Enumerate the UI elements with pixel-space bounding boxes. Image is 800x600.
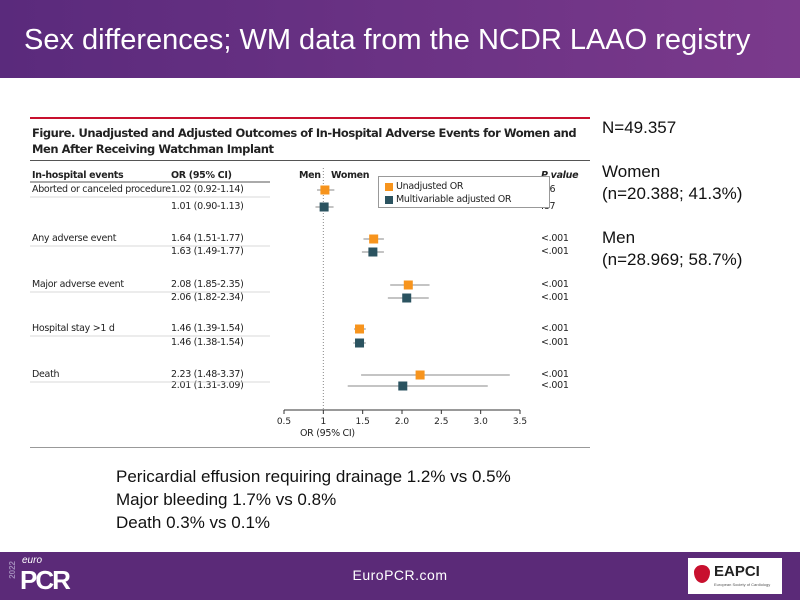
p-value: <.001 [541, 337, 569, 348]
divider [30, 117, 590, 119]
x-tick-label: 1.5 [356, 417, 370, 427]
footer-url[interactable]: EuroPCR.com [352, 567, 448, 583]
col-header-women: Women [331, 170, 370, 181]
event-label: Hospital stay >1 d [32, 323, 115, 334]
legend: Unadjusted OR Multivariable adjusted OR [378, 176, 550, 208]
event-label: Death [32, 369, 60, 380]
notes: Pericardial effusion requiring drainage … [116, 465, 511, 534]
x-tick-label: 2.5 [434, 417, 448, 427]
slide-header: Sex differences; WM data from the NCDR L… [0, 0, 800, 78]
divider [30, 160, 590, 161]
p-value: <.001 [541, 279, 569, 290]
or-text: 2.01 (1.31-3.09) [171, 380, 244, 391]
p-value: <.001 [541, 233, 569, 244]
legend-item-adjusted: Multivariable adjusted OR [385, 194, 512, 205]
col-header-or: OR (95% CI) [171, 170, 232, 181]
p-value: <.001 [541, 380, 569, 391]
x-tick-label: 0.5 [277, 417, 291, 427]
women-n: (n=20.388; 41.3%) [602, 184, 743, 203]
sample-sizes: N=49.357 Women (n=20.388; 41.3%) Men (n=… [602, 117, 742, 271]
p-value: <.001 [541, 246, 569, 257]
note-line: Death 0.3% vs 0.1% [116, 513, 271, 532]
point-adjusted [319, 202, 329, 212]
event-label: Aborted or canceled procedure [32, 184, 171, 195]
men-n: (n=28.969; 58.7%) [602, 250, 743, 269]
point-adjusted [402, 293, 412, 303]
or-text: 2.23 (1.48-3.37) [171, 369, 244, 380]
point-adjusted [398, 381, 408, 391]
men-label: Men [602, 228, 636, 247]
x-tick-label: 2.0 [395, 417, 410, 427]
or-text: 2.08 (1.85-2.35) [171, 279, 244, 290]
note-line: Pericardial effusion requiring drainage … [116, 467, 511, 486]
point-unadjusted [403, 280, 413, 290]
or-text: 1.64 (1.51-1.77) [171, 233, 244, 244]
x-tick-label: 1 [320, 417, 326, 427]
p-value: <.001 [541, 323, 569, 334]
point-unadjusted [415, 370, 425, 380]
or-text: 1.46 (1.38-1.54) [171, 337, 244, 348]
p-value: <.001 [541, 292, 569, 303]
note-line: Major bleeding 1.7% vs 0.8% [116, 490, 337, 509]
point-adjusted [355, 338, 365, 348]
point-unadjusted [369, 234, 379, 244]
footer: 2022 euro PCR EuroPCR.com EAPCI European… [0, 552, 800, 600]
or-text: 1.46 (1.39-1.54) [171, 323, 244, 334]
forest-plot: 0.5 1 1.5 2.0 2.5 3.0 3.5 [30, 168, 527, 427]
x-axis-label: OR (95% CI) [300, 428, 355, 439]
or-text: 1.63 (1.49-1.77) [171, 246, 244, 257]
x-tick-label: 3.5 [513, 417, 527, 427]
x-tick-label: 3.0 [474, 417, 489, 427]
total-n: N=49.357 [602, 118, 677, 137]
slide-title: Sex differences; WM data from the NCDR L… [24, 24, 751, 56]
col-header-men: Men [299, 170, 321, 181]
eapci-logo: EAPCI European Society of Cardiology [688, 558, 782, 594]
p-value: <.001 [541, 369, 569, 380]
col-header-events: In-hospital events [32, 170, 124, 181]
col-header-p: P value [541, 170, 579, 181]
legend-swatch [385, 182, 393, 191]
forest-plot-figure: Figure. Unadjusted and Adjusted Outcomes… [30, 110, 590, 448]
legend-swatch [385, 195, 393, 204]
figure-title: Figure. Unadjusted and Adjusted Outcomes… [32, 126, 577, 156]
or-text: 1.01 (0.90-1.13) [171, 201, 244, 212]
or-text: 2.06 (1.82-2.34) [171, 292, 244, 303]
legend-item-unadjusted: Unadjusted OR [385, 181, 464, 192]
women-label: Women [602, 162, 661, 181]
event-label: Major adverse event [32, 279, 124, 290]
point-adjusted [368, 247, 378, 257]
or-text: 1.02 (0.92-1.14) [171, 184, 244, 195]
event-label: Any adverse event [32, 233, 117, 244]
point-unadjusted [355, 324, 365, 334]
point-unadjusted [320, 185, 330, 195]
